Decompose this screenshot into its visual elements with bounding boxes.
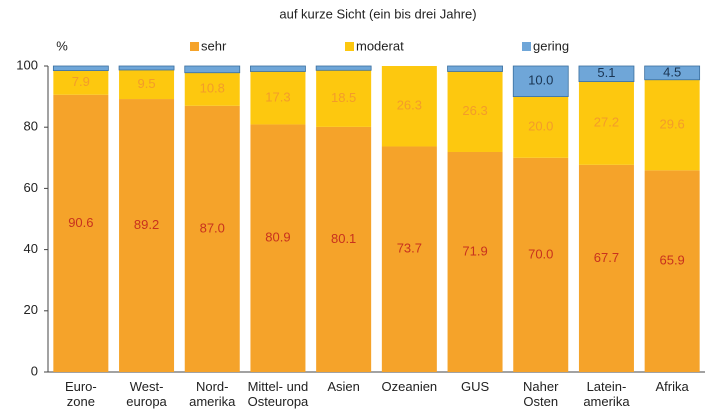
legend-label: moderat <box>356 38 404 53</box>
bar-segment <box>447 151 503 372</box>
data-label: 5.1 <box>597 65 615 80</box>
bar-segment <box>578 81 634 165</box>
bar-segment <box>184 72 240 106</box>
bar-segment <box>119 69 175 100</box>
data-label: 73.7 <box>397 241 422 256</box>
data-label: 65.9 <box>659 253 684 268</box>
x-tick-label: GUS <box>460 379 490 394</box>
bar-segment <box>184 105 240 372</box>
data-label: 17.3 <box>265 89 290 104</box>
x-tick-label: Ozeanien <box>381 379 438 394</box>
x-tick-label: Latein- amerika <box>583 379 630 409</box>
bar-segment <box>250 65 306 72</box>
data-label: 20.0 <box>528 119 553 134</box>
y-tick-label: 40 <box>24 241 38 256</box>
data-label: 26.3 <box>462 103 487 118</box>
data-label: 71.9 <box>462 243 487 258</box>
bar-segment <box>381 66 437 147</box>
y-tick-label: 0 <box>31 363 38 378</box>
bar-segment <box>512 65 569 98</box>
data-label: 9.5 <box>138 76 156 91</box>
bar-segment <box>250 71 306 125</box>
data-label: 18.5 <box>331 90 356 105</box>
bar-segment <box>513 96 569 158</box>
legend-swatch <box>345 42 354 51</box>
bar-segment <box>644 65 701 81</box>
bar-segment <box>644 170 700 372</box>
bar-segment <box>447 65 503 72</box>
bar-segment <box>53 94 109 372</box>
bar-segment <box>53 70 109 95</box>
bar-segment <box>578 164 634 372</box>
y-tick-label: 20 <box>24 302 38 317</box>
x-tick-label: Mittel- und Osteuropa <box>247 379 309 409</box>
legend-label: gering <box>533 38 569 53</box>
bar-segment <box>315 65 372 71</box>
data-label: 80.1 <box>331 231 356 246</box>
data-label: 4.5 <box>663 64 681 79</box>
x-tick-label: Naher Osten <box>523 379 559 409</box>
bar-segment <box>250 124 306 372</box>
bar-segment <box>118 65 175 71</box>
x-tick-label: Asien <box>327 379 360 394</box>
y-tick-label: 100 <box>16 57 38 72</box>
bar-segment <box>316 126 372 372</box>
bar-segment <box>316 70 372 127</box>
data-label: 10.0 <box>528 73 553 88</box>
bar-segment <box>119 99 175 372</box>
bar-segment <box>184 65 241 74</box>
x-tick-label: Afrika <box>655 379 689 394</box>
y-tick-label: 80 <box>24 119 38 134</box>
bar-segment <box>447 71 503 152</box>
data-label: 7.9 <box>72 74 90 89</box>
data-label: 90.6 <box>68 215 93 230</box>
y-tick-label: 60 <box>24 180 38 195</box>
bar-segment <box>52 65 109 71</box>
chart-title: auf kurze Sicht (ein bis drei Jahre) <box>279 6 476 21</box>
bar-segment <box>513 157 569 372</box>
data-label: 10.8 <box>200 81 225 96</box>
data-label: 26.3 <box>397 98 422 113</box>
bar-segment <box>381 146 437 372</box>
x-tick-label: Nord- amerika <box>189 379 236 409</box>
data-label: 29.6 <box>659 116 684 131</box>
data-label: 27.2 <box>594 115 619 130</box>
legend-label: sehr <box>201 38 227 53</box>
y-axis-label: % <box>56 38 68 53</box>
data-label: 87.0 <box>200 220 225 235</box>
x-tick-label: Euro- zone <box>64 379 97 409</box>
data-label: 89.2 <box>134 217 159 232</box>
data-label: 80.9 <box>265 230 290 245</box>
legend-swatch <box>190 42 199 51</box>
bar-segment <box>578 65 635 83</box>
legend-swatch <box>522 42 531 51</box>
data-label: 67.7 <box>594 250 619 265</box>
bar-segment <box>644 79 700 171</box>
x-tick-label: West- europa <box>126 379 167 409</box>
data-label: 70.0 <box>528 246 553 261</box>
